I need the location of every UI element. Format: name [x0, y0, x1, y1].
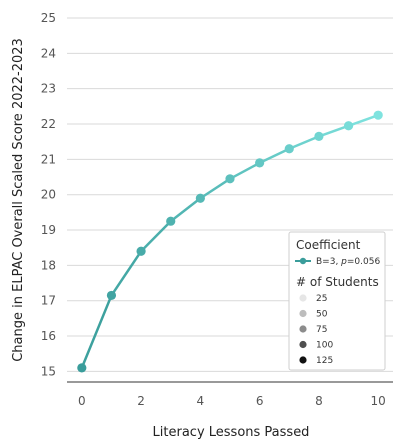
legend-size-label: 25 [316, 294, 327, 304]
data-point [343, 121, 354, 131]
series-line [80, 113, 380, 370]
y-tick-label: 15 [41, 364, 56, 378]
data-point [225, 174, 235, 184]
grid-lines [67, 17, 393, 372]
legend-size-label: 125 [316, 356, 333, 366]
series-segment [317, 124, 350, 138]
data-point [77, 363, 87, 373]
data-point [255, 158, 265, 168]
series-segment [110, 249, 143, 297]
data-point [195, 193, 205, 203]
data-point [106, 290, 117, 301]
x-tick-label: 4 [197, 394, 205, 408]
series-segment [258, 147, 291, 165]
y-tick-label: 23 [41, 82, 56, 96]
y-tick-label: 25 [41, 11, 56, 25]
data-point [284, 144, 294, 154]
legend: Coefficient B=3, p=0.056 # of Students 2… [288, 231, 386, 371]
series-segment [80, 294, 113, 370]
y-tick-label: 20 [41, 188, 56, 202]
legend-coef-p: p [340, 257, 347, 267]
legend-size-label: 75 [316, 325, 327, 335]
legend-size-marker [299, 356, 307, 364]
y-tick-label: 19 [41, 223, 56, 237]
y-axis-label: Change in ELPAC Overall Scaled Score 202… [11, 38, 26, 362]
series-segment [199, 177, 232, 200]
y-tick-label: 22 [41, 117, 56, 131]
series-segment [139, 219, 172, 253]
x-tick-label: 6 [256, 394, 264, 408]
legend-coef-suffix: =0.056 [347, 257, 381, 267]
y-tick-label: 16 [41, 329, 56, 343]
y-tick-label: 24 [41, 46, 56, 60]
legend-title: Coefficient [296, 238, 361, 252]
data-point [314, 131, 324, 141]
data-points [77, 110, 383, 373]
y-tick-label: 17 [41, 294, 56, 308]
legend-size-label: 100 [316, 341, 333, 351]
series-segment [169, 196, 202, 223]
series-segment [347, 113, 380, 128]
x-tick-labels: 0 2 4 6 8 10 [78, 394, 386, 408]
legend-size-title: # of Students [296, 275, 379, 289]
x-tick-label: 2 [137, 394, 145, 408]
legend-size-marker [299, 294, 307, 302]
legend-coef-prefix: B=3, [316, 257, 341, 267]
legend-size-marker [299, 325, 307, 333]
data-point [373, 110, 383, 120]
legend-size-entries: 25 50 75 100 125 [299, 294, 333, 366]
x-tick-label: 8 [315, 394, 323, 408]
y-tick-labels: 15 16 17 18 19 20 21 22 23 24 25 [41, 11, 56, 378]
y-tick-label: 18 [41, 258, 56, 272]
series-segment [228, 161, 261, 181]
data-point [136, 246, 146, 256]
legend-box [288, 231, 386, 371]
legend-size-label: 50 [316, 310, 328, 320]
x-tick-label: 10 [371, 394, 386, 408]
legend-size-marker [299, 309, 307, 318]
series-segment [288, 135, 321, 151]
legend-coef-marker [299, 257, 307, 265]
y-tick-label: 21 [41, 152, 56, 166]
legend-coef-label: B=3, p=0.056 [316, 257, 380, 267]
data-point [166, 216, 176, 226]
legend-size-marker [299, 340, 307, 349]
x-axis-label: Literacy Lessons Passed [153, 425, 310, 440]
x-tick-label: 0 [78, 394, 86, 408]
